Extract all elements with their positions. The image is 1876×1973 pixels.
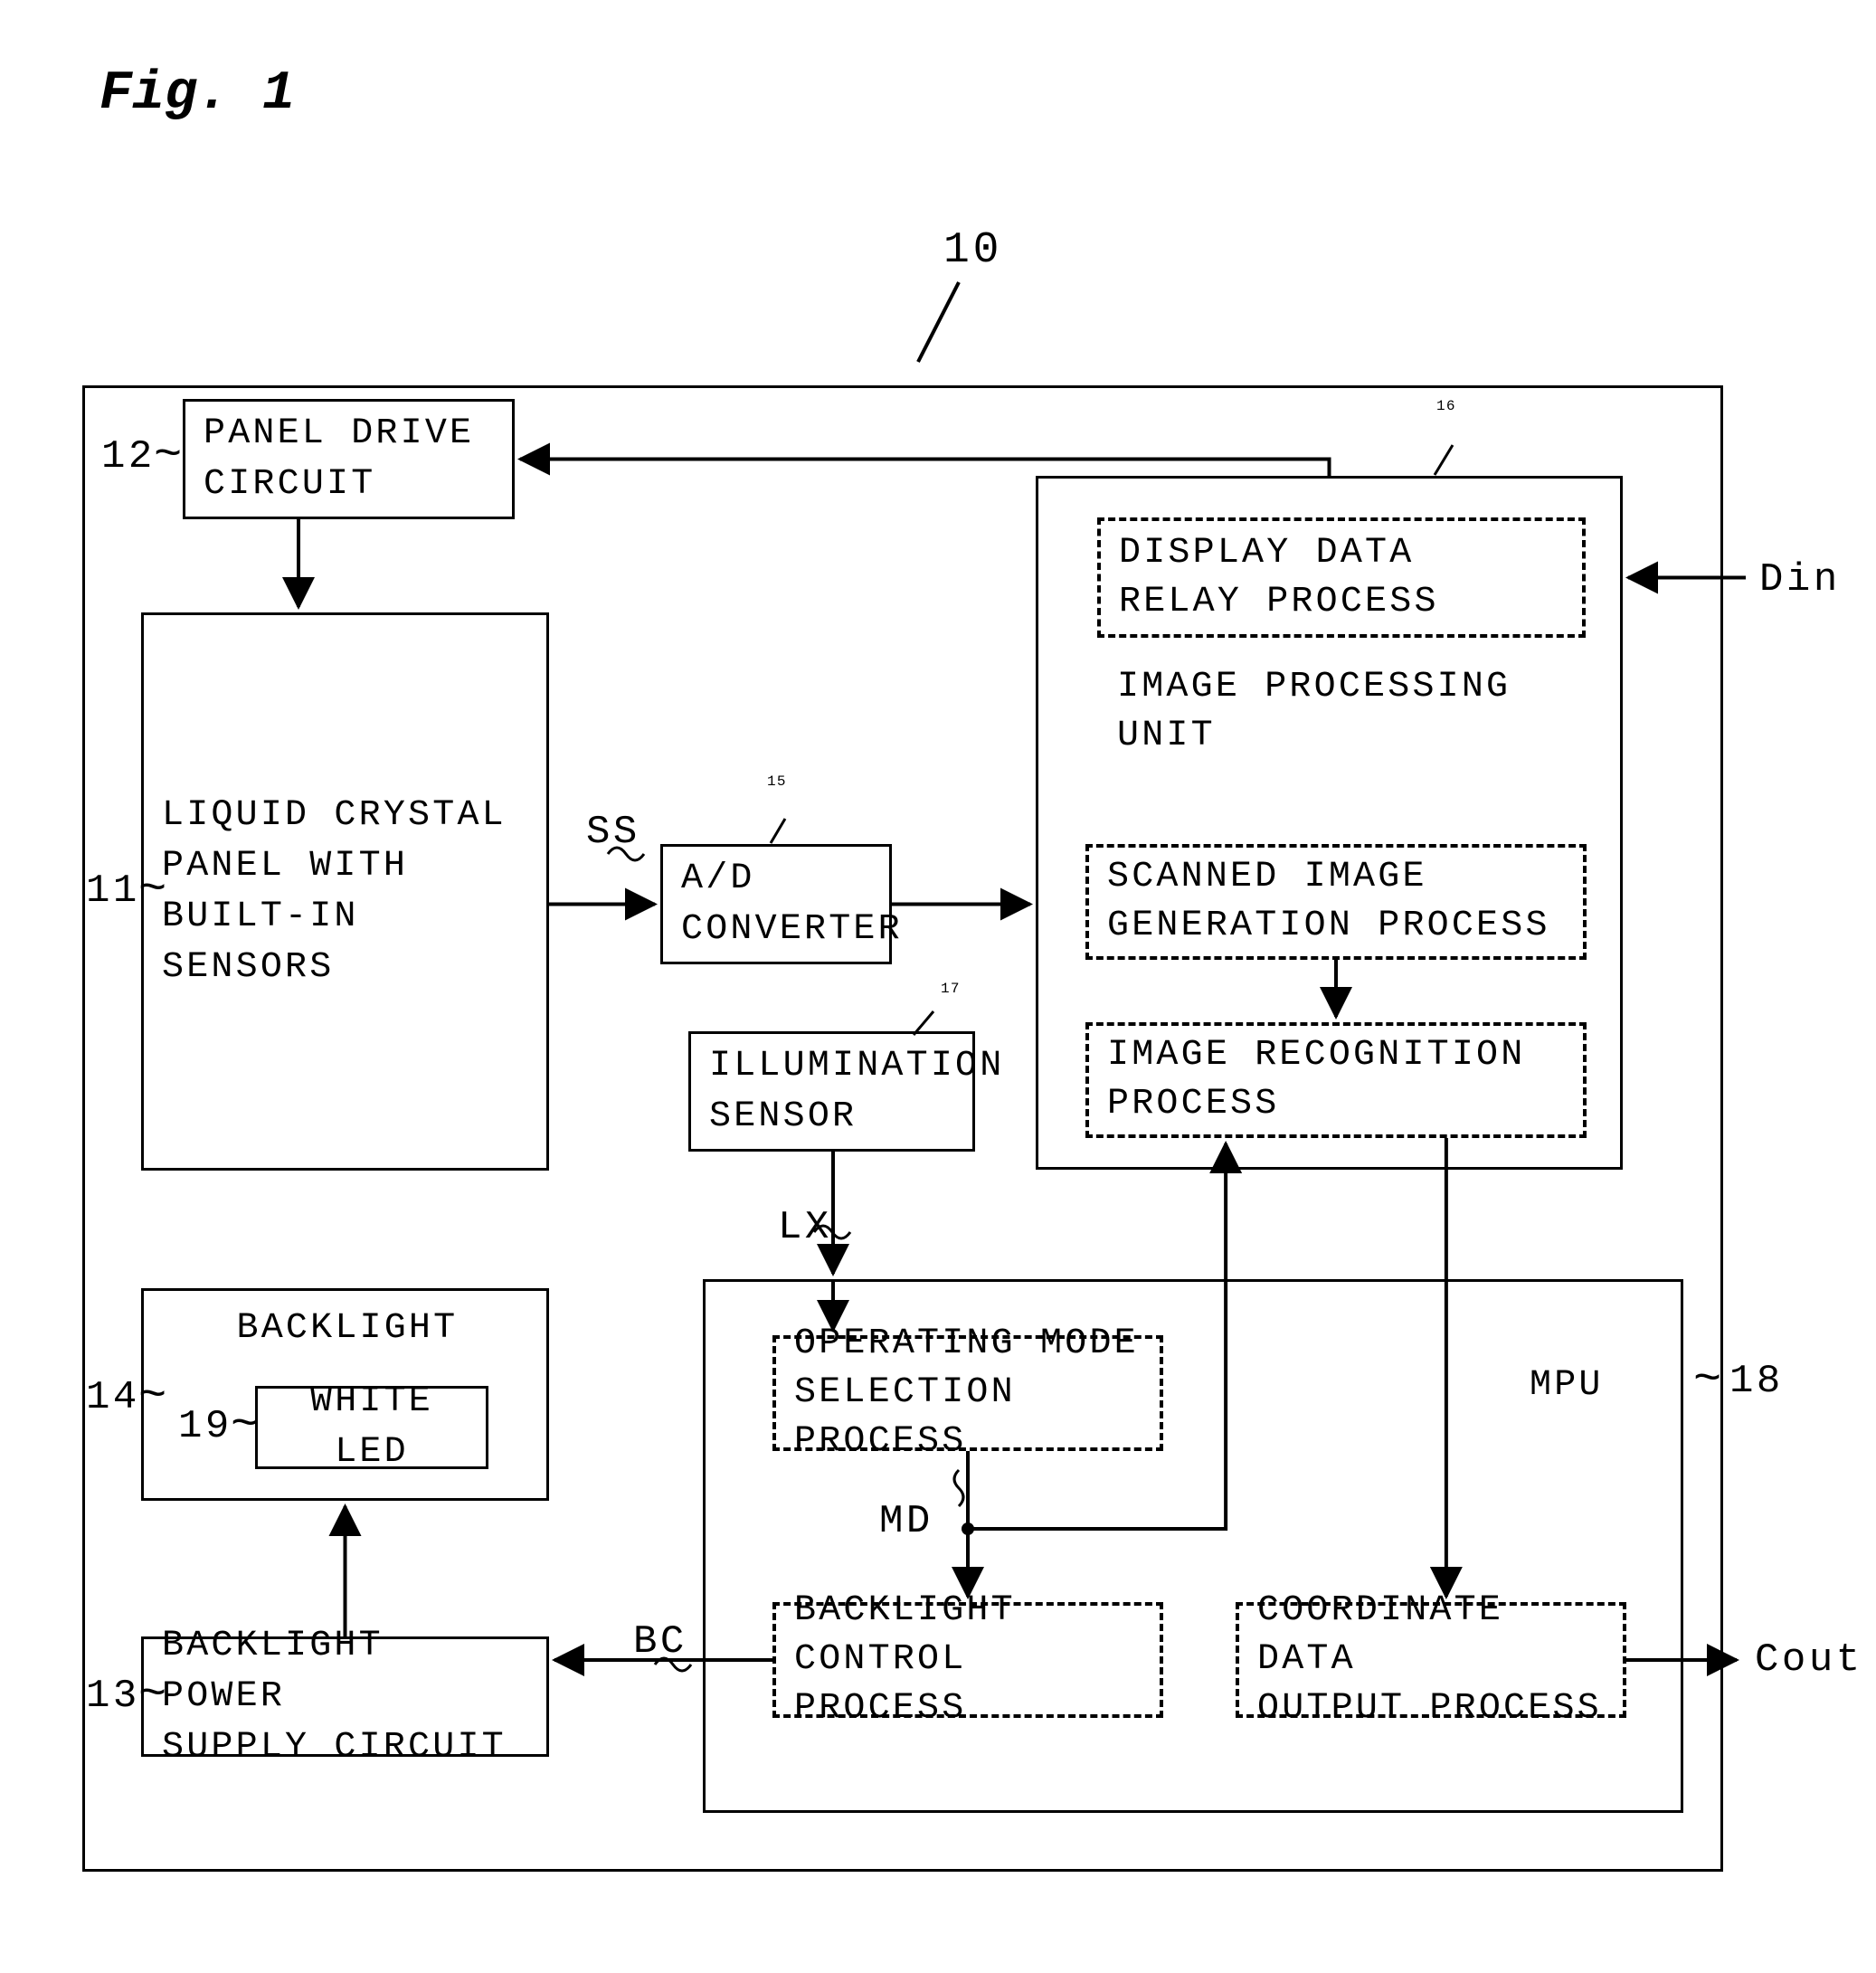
backlight-control-process: BACKLIGHT CONTROL PROCESS (772, 1602, 1163, 1718)
white-led: WHITE LED (255, 1386, 488, 1469)
ref-12-tilde: ~ (154, 429, 182, 482)
ref-13-tilde: ~ (138, 1668, 166, 1722)
ad-converter: A/D CONVERTER (660, 844, 892, 964)
undefined: 16 (1436, 398, 1456, 414)
illumination-sensor: ILLUMINATION SENSOR (688, 1031, 975, 1152)
operating-mode-selection-process: OPERATING MODE SELECTION PROCESS (772, 1335, 1163, 1451)
backlight-power-supply: BACKLIGHT POWER SUPPLY CIRCUIT (141, 1636, 549, 1757)
scanned-image-generation-process: SCANNED IMAGE GENERATION PROCESS (1085, 844, 1587, 960)
ipu-title: IMAGE PROCESSING UNIT (1117, 663, 1511, 761)
ref-14: 14 (86, 1375, 140, 1420)
ref-11-tilde: ~ (138, 863, 166, 916)
image-recognition-process: IMAGE RECOGNITION PROCESS (1085, 1022, 1587, 1138)
ref-13: 13 (86, 1674, 140, 1719)
signal-ss: SS (586, 810, 640, 855)
undefined: 17 (941, 981, 961, 997)
panel-drive-circuit: PANEL DRIVE CIRCUIT (183, 399, 515, 519)
liquid-crystal-panel: LIQUID CRYSTAL PANEL WITH BUILT-IN SENSO… (141, 612, 549, 1171)
signal-lx: LX (778, 1205, 832, 1250)
mpu-title: MPU (1530, 1365, 1604, 1406)
ref-14-tilde: ~ (138, 1370, 166, 1423)
undefined: 15 (767, 773, 787, 790)
ref-19-tilde: ~ (231, 1399, 259, 1452)
signal-md: MD (879, 1499, 933, 1544)
signal-bc: BC (633, 1619, 687, 1665)
display-data-relay-process: DISPLAY DATA RELAY PROCESS (1097, 517, 1586, 638)
ref-19: 19 (178, 1404, 232, 1449)
ref-18: 18 (1729, 1359, 1784, 1404)
signal-cout: Cout (1755, 1637, 1863, 1683)
ref-11: 11 (86, 868, 140, 914)
ref-10: 10 (943, 226, 1002, 275)
signal-din: Din (1759, 557, 1841, 602)
coordinate-data-output-process: COORDINATE DATA OUTPUT PROCESS (1236, 1602, 1626, 1718)
ref-18-tilde: ~ (1693, 1353, 1721, 1407)
figure-label: Fig. 1 (99, 63, 295, 125)
ref-12: 12 (101, 434, 156, 479)
backlight-title: BACKLIGHT (237, 1308, 459, 1349)
